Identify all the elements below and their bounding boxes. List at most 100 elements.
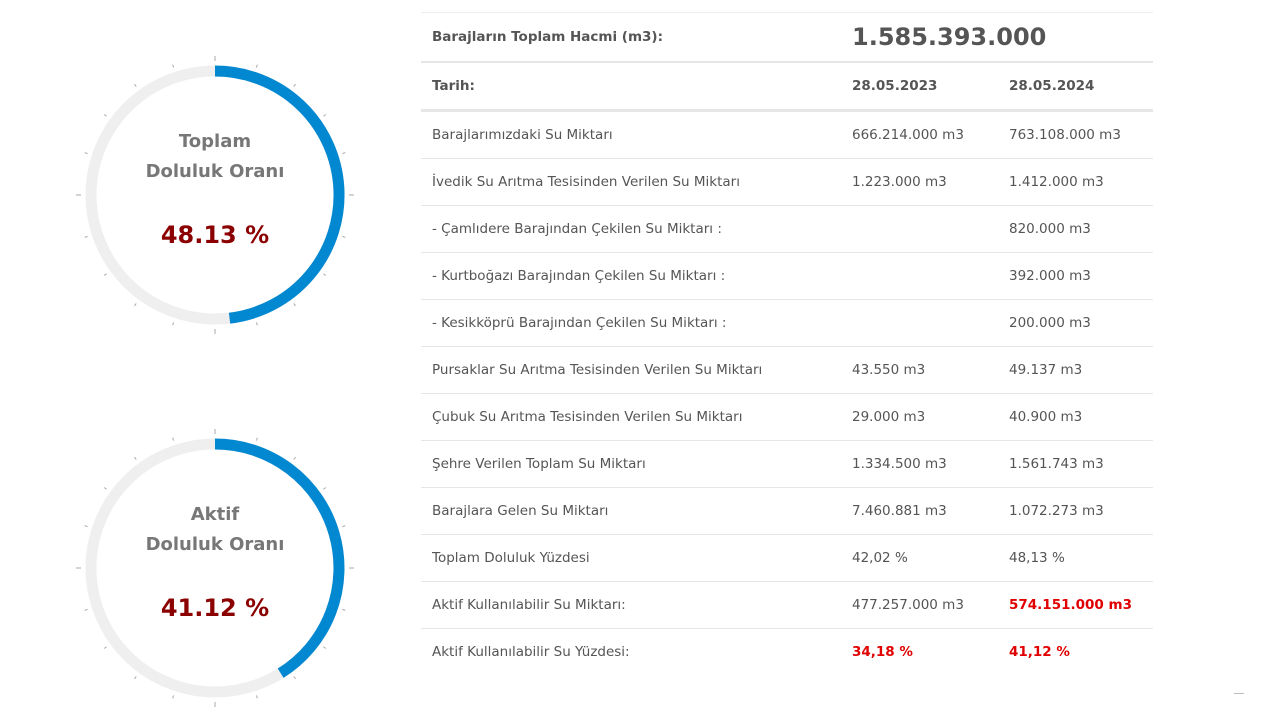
row-label: Toplam Doluluk Yüzdesi (432, 550, 590, 566)
table-row: Barajlarımızdaki Su Miktarı 666.214.000 m… (421, 111, 1153, 158)
gauge-fill-arc (214, 65, 345, 324)
gauge-tick (342, 152, 346, 155)
dam-volume-table: Barajların Toplam Hacmi (m3): 1.585.393.… (421, 12, 1153, 675)
gauge-tick (84, 235, 88, 238)
date-column-2024: 28.05.2024 (1009, 78, 1095, 94)
row-value-2023: 7.460.881 m3 (852, 503, 947, 519)
date-header-row: Tarih: 28.05.2023 28.05.2024 (421, 63, 1153, 111)
row-label: Şehre Verilen Toplam Su Miktarı (432, 456, 646, 472)
row-label: Barajlarımızdaki Su Miktarı (432, 127, 613, 143)
table-row: Şehre Verilen Toplam Su Miktarı 1.334.500… (421, 440, 1153, 487)
gauge-tick (255, 322, 258, 326)
gauge-tick (84, 152, 88, 155)
table-row: - Kesikköprü Barajından Çekilen Su Mikta… (421, 299, 1153, 346)
table-row: Toplam Doluluk Yüzdesi 42,02 % 48,13 % (421, 534, 1153, 581)
gauge-tick (134, 303, 137, 307)
row-value-2023: 1.223.000 m3 (852, 174, 947, 190)
gauge-tick (172, 695, 175, 699)
gauge-tick (103, 487, 107, 490)
active-fill-gauge-value: 41.12 % (160, 594, 270, 622)
row-value-2024: 48,13 % (1009, 550, 1065, 566)
table-row: - Çamlıdere Barajından Çekilen Su Miktar… (421, 205, 1153, 252)
date-header-label: Tarih: (432, 78, 475, 94)
gauge-tick (103, 273, 107, 276)
gauge-tick (84, 525, 88, 528)
active-fill-gauge-title-line1: Aktif (190, 504, 240, 525)
row-value-2024: 40.900 m3 (1009, 409, 1083, 425)
gauge-tick (172, 322, 175, 326)
row-value-2024: 200.000 m3 (1009, 315, 1091, 331)
gauge-fill-arc (214, 438, 345, 678)
total-volume-row: Barajların Toplam Hacmi (m3): 1.585.393.… (421, 12, 1153, 63)
gauge-tick (134, 456, 137, 460)
total-fill-gauge-ring (76, 56, 354, 334)
row-label: - Çamlıdere Barajından Çekilen Su Miktar… (432, 221, 722, 237)
row-value-2024: 574.151.000 m3 (1009, 597, 1132, 613)
row-value-2024: 41,12 % (1009, 644, 1070, 660)
row-value-2024: 763.108.000 m3 (1009, 127, 1121, 143)
row-label: Pursaklar Su Arıtma Tesisinden Verilen S… (432, 362, 763, 378)
gauge-tick (134, 83, 137, 87)
table-row: Çubuk Su Arıtma Tesisinden Verilen Su Mi… (421, 393, 1153, 440)
gauge-tick (134, 676, 137, 680)
row-value-2023: 29.000 m3 (852, 409, 926, 425)
gauge-tick (172, 64, 175, 68)
table-row: Aktif Kullanılabilir Su Yüzdesi: 34,18 % 4… (421, 628, 1153, 675)
gauge-tick (172, 437, 175, 441)
gauge-tick (103, 646, 107, 649)
row-value-2023: 34,18 % (852, 644, 913, 660)
table-row: Aktif Kullanılabilir Su Miktarı: 477.257.… (421, 581, 1153, 628)
row-value-2023: 477.257.000 m3 (852, 597, 964, 613)
gauge-tick (293, 676, 296, 680)
row-label: İvedik Su Arıtma Tesisinden Verilen Su M… (432, 174, 740, 190)
row-value-2024: 49.137 m3 (1009, 362, 1083, 378)
row-label: - Kurtboğazı Barajından Çekilen Su Mikta… (432, 268, 726, 284)
total-fill-gauge-title-line2: Doluluk Oranı (145, 161, 285, 182)
table-row: Pursaklar Su Arıtma Tesisinden Verilen S… (421, 346, 1153, 393)
row-label: Aktif Kullanılabilir Su Yüzdesi: (432, 644, 630, 660)
gauge-tick (323, 114, 327, 117)
table-row: - Kurtboğazı Barajından Çekilen Su Mikta… (421, 252, 1153, 299)
gauge-tick (293, 456, 296, 460)
gauge-tick (103, 114, 107, 117)
total-volume-label: Barajların Toplam Hacmi (m3): (432, 29, 663, 45)
corner-mark (1234, 693, 1244, 694)
row-value-2023: 666.214.000 m3 (852, 127, 964, 143)
row-label: Aktif Kullanılabilir Su Miktarı: (432, 597, 626, 613)
gauge-tick (342, 608, 346, 611)
total-fill-gauge: Toplam Doluluk Oranı 48.13 % (75, 55, 355, 335)
row-value-2024: 1.412.000 m3 (1009, 174, 1104, 190)
row-label: Çubuk Su Arıtma Tesisinden Verilen Su Mi… (432, 409, 743, 425)
gauge-tick (255, 437, 258, 441)
row-value-2024: 1.072.273 m3 (1009, 503, 1104, 519)
active-fill-gauge: Aktif Doluluk Oranı 41.12 % (75, 428, 355, 708)
gauge-tick (342, 525, 346, 528)
gauge-tick (293, 83, 296, 87)
row-value-2024: 1.561.743 m3 (1009, 456, 1104, 472)
gauge-tick (84, 608, 88, 611)
gauge-tick (342, 235, 346, 238)
gauge-tick (293, 303, 296, 307)
gauge-tick (323, 273, 327, 276)
gauge-tick (255, 64, 258, 68)
table-row: Barajlara Gelen Su Miktarı 7.460.881 m3 1.… (421, 487, 1153, 534)
active-fill-gauge-title-line2: Doluluk Oranı (145, 534, 285, 555)
table-body: Barajlarımızdaki Su Miktarı 666.214.000 m… (421, 111, 1153, 675)
row-value-2023: 1.334.500 m3 (852, 456, 947, 472)
row-label: - Kesikköprü Barajından Çekilen Su Mikta… (432, 315, 727, 331)
total-volume-value: 1.585.393.000 (852, 23, 1047, 51)
row-label: Barajlara Gelen Su Miktarı (432, 503, 609, 519)
date-column-2023: 28.05.2023 (852, 78, 938, 94)
gauge-tick (323, 646, 327, 649)
row-value-2023: 43.550 m3 (852, 362, 926, 378)
row-value-2023: 42,02 % (852, 550, 908, 566)
total-fill-gauge-value: 48.13 % (160, 221, 270, 249)
table-row: İvedik Su Arıtma Tesisinden Verilen Su M… (421, 158, 1153, 205)
gauge-tick (255, 695, 258, 699)
total-fill-gauge-title-line1: Toplam (178, 131, 252, 152)
row-value-2024: 392.000 m3 (1009, 268, 1091, 284)
row-value-2024: 820.000 m3 (1009, 221, 1091, 237)
active-fill-gauge-ring (76, 429, 354, 707)
gauge-tick (323, 487, 327, 490)
